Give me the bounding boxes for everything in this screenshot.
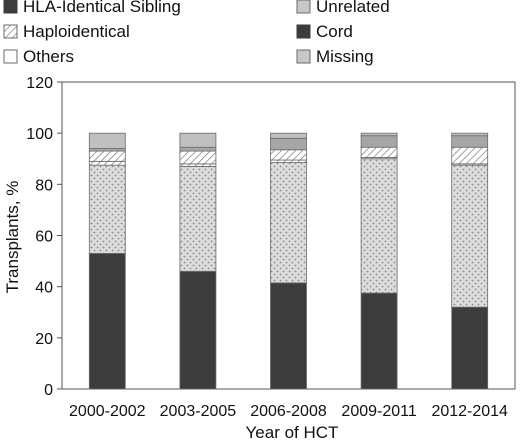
x-tick-label: 2000-2002 — [69, 403, 146, 420]
bar-unrelated-2012-2014 — [451, 164, 489, 308]
legend-item-others: Others — [3, 47, 74, 66]
bar-hla-identical-sibling-2012-2014 — [451, 306, 489, 390]
bar-missing-2003-2005 — [179, 132, 217, 148]
legend-swatch — [3, 0, 18, 14]
bar-others-2012-2014 — [451, 135, 489, 148]
legend-item-cord: Cord — [296, 22, 353, 41]
bar-hla-identical-sibling-2003-2005 — [179, 270, 217, 390]
x-tick-label: 2012-2014 — [431, 403, 508, 420]
y-tick-label: 20 — [35, 331, 53, 348]
bar-hla-identical-sibling-2006-2008 — [270, 282, 307, 390]
bar-cord-2009-2011 — [360, 146, 398, 158]
legend-label: Missing — [316, 47, 374, 66]
bar-haploidentical-2000-2002 — [88, 160, 126, 166]
legend-label: Unrelated — [316, 0, 390, 16]
bar-unrelated-2000-2002 — [88, 164, 126, 254]
legend-label: Haploidentical — [23, 22, 130, 41]
bar-cord-2003-2005 — [179, 150, 217, 165]
bar-missing-2000-2002 — [88, 132, 126, 149]
y-tick-label: 60 — [35, 229, 53, 246]
bar-hla-identical-sibling-2009-2011 — [360, 292, 398, 390]
y-tick-label: 80 — [35, 177, 53, 194]
bar-missing-2009-2011 — [360, 132, 398, 137]
y-tick-label: 0 — [44, 382, 53, 399]
legend-swatch — [296, 24, 311, 39]
legend-item-unrelated: Unrelated — [296, 0, 390, 16]
legend-label: HLA-Identical Sibling — [23, 0, 181, 16]
bar-unrelated-2003-2005 — [179, 166, 217, 272]
bar-unrelated-2006-2008 — [270, 162, 307, 284]
legend-swatch — [296, 0, 311, 14]
bar-others-2009-2011 — [360, 135, 398, 148]
x-tick-label: 2006-2008 — [250, 403, 327, 420]
bar-unrelated-2009-2011 — [360, 158, 398, 294]
legend-item-haploidentical: Haploidentical — [3, 22, 130, 41]
legend-item-missing: Missing — [296, 47, 374, 66]
x-axis: 2000-2002 2003-2005 2006-2008 2009-2011 2012… — [69, 403, 508, 420]
legend-swatch — [296, 49, 311, 64]
y-tick-label: 100 — [26, 126, 53, 143]
x-tick-label: 2009-2011 — [341, 403, 416, 420]
y-tick-label: 120 — [26, 75, 53, 92]
legend: HLA-Identical Sibling Unrelated Haploident… — [3, 0, 390, 66]
bar-others-2003-2005 — [179, 146, 217, 152]
y-axis-title: Transplants, % — [3, 181, 22, 294]
y-axis: 0 20 40 60 80 100 120 — [26, 75, 62, 399]
bar-missing-2012-2014 — [451, 132, 489, 137]
bar-missing-2006-2008 — [270, 132, 307, 139]
bar-cord-2012-2014 — [451, 146, 489, 165]
legend-label: Others — [23, 47, 74, 66]
x-axis-title: Year of HCT — [246, 423, 339, 442]
bar-cord-2000-2002 — [88, 150, 126, 162]
bars — [88, 132, 489, 390]
legend-item-hla-identical-sibling: HLA-Identical Sibling — [3, 0, 181, 16]
legend-label: Cord — [316, 22, 353, 41]
legend-swatch — [3, 49, 18, 64]
legend-swatch — [3, 24, 18, 39]
bar-others-2006-2008 — [270, 137, 307, 151]
bar-hla-identical-sibling-2000-2002 — [88, 253, 126, 390]
bar-cord-2006-2008 — [270, 149, 307, 161]
x-tick-label: 2003-2005 — [160, 403, 237, 420]
y-tick-label: 40 — [35, 280, 53, 297]
